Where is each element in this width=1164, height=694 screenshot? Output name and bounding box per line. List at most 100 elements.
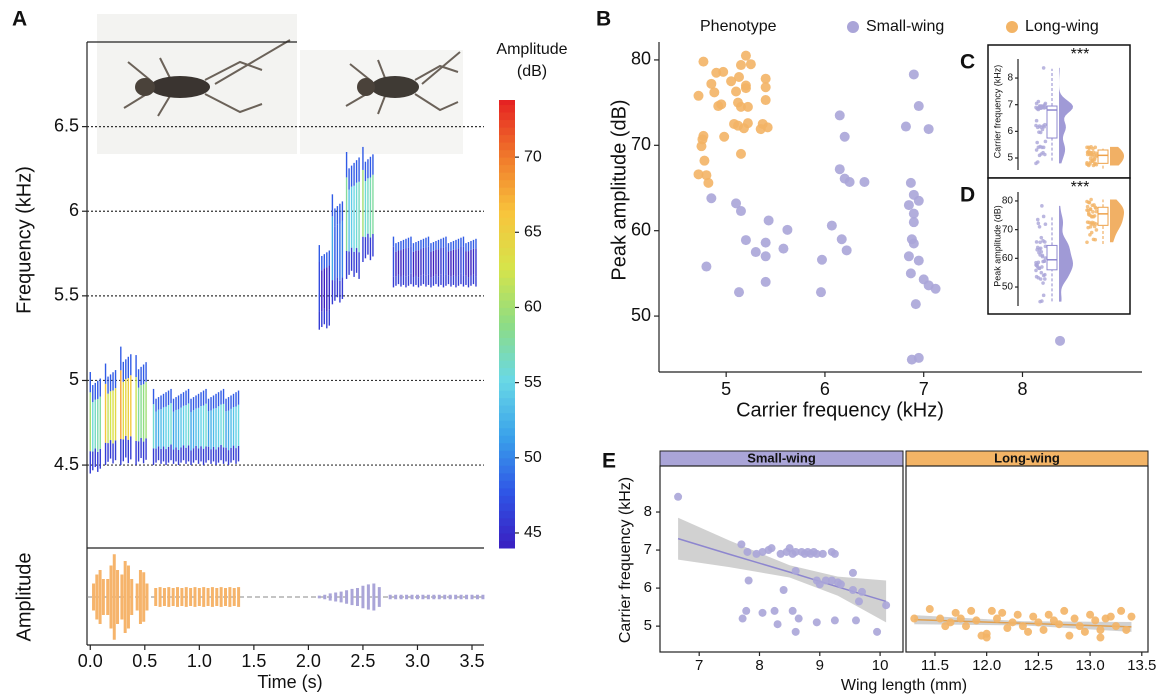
point [1080,627,1089,636]
panel-label: E [602,450,616,473]
point [972,616,981,625]
point [1024,627,1033,636]
jitter-point [1039,235,1044,240]
point [1060,606,1069,615]
point [908,217,919,228]
colorbar-slice [499,337,515,346]
y-tick-label: 70 [631,134,651,154]
point [699,155,710,166]
legend-swatch [1006,21,1018,33]
point [735,206,746,217]
colorbar-slice [499,127,515,136]
panel-label: A [12,8,27,31]
point [848,568,857,577]
x-tick-label: 7 [695,657,703,674]
jitter-point [1043,240,1047,244]
y-axis-label: Carrier frequency (kHz) [992,65,1002,159]
colorbar-slice [499,112,515,121]
point [1013,610,1022,619]
point [913,255,924,266]
x-tick-label: 0.5 [132,651,157,671]
point [993,614,1002,623]
colorbar-slice [499,232,515,241]
jitter-point [1086,212,1091,217]
jitter-point [1043,244,1048,249]
colorbar-slice [499,390,515,399]
point [719,131,730,142]
colorbar-title: Amplitude [496,41,567,58]
point [701,170,712,181]
point [770,606,779,615]
x-axis-label: Carrier frequency (kHz) [736,399,944,421]
point [851,616,860,625]
cricket-legs [123,39,461,117]
jitter-point [1090,214,1095,219]
point [1039,625,1048,634]
point [726,76,737,87]
jitter-point [1043,152,1047,157]
point [987,606,996,615]
x-tick-label: 2.5 [350,651,375,671]
colorbar-slice [499,239,515,248]
y-axis-label: Frequency (kHz) [13,166,35,314]
point [836,234,847,245]
jitter-point [1035,140,1039,145]
point [841,245,852,256]
colorbar-slice [499,397,515,406]
point [908,238,919,249]
syllable [135,355,147,466]
jitter-point [1088,162,1092,166]
point [925,605,934,614]
y-tick-label: 80 [1002,196,1014,207]
jitter-point [1091,210,1095,214]
jitter-point [1093,205,1098,210]
point [903,251,914,262]
point [763,215,774,226]
x-tick-label: 11.5 [921,657,949,674]
y-tick-label: 50 [631,305,651,325]
point [821,576,830,585]
jitter-point [1043,105,1048,110]
colorbar-slice [499,435,515,444]
colorbar-slice [499,495,515,504]
jitter-point [1092,224,1097,229]
cricket-head [135,78,155,96]
point [752,549,761,558]
point [706,193,717,204]
jitter-point [1038,130,1043,135]
point [818,549,827,558]
point [735,101,746,112]
point [740,50,751,61]
syllable [392,236,477,288]
point [776,549,785,558]
point [779,586,788,594]
colorbar-unit: (dB) [517,63,547,80]
colorbar-slice [499,194,515,203]
point [839,131,850,142]
point [956,614,965,623]
colorbar-tick-label: 50 [524,449,542,466]
point [830,616,839,625]
y-tick-label: 80 [631,49,651,69]
colorbar-slice [499,142,515,151]
x-tick-label: 10 [872,657,889,674]
jitter-point [1041,145,1046,150]
syllable [152,388,240,466]
point [827,576,836,585]
annotation: *** [1071,179,1090,196]
colorbar-slice [499,262,515,271]
y-tick-label: 5 [1007,153,1013,164]
colorbar-tick-label: 65 [524,224,542,241]
point [910,614,919,623]
y-tick-label: 50 [1002,282,1014,293]
point [760,251,771,262]
y-tick-label: 70 [1002,224,1014,235]
point [1070,614,1079,623]
point [791,627,800,636]
point [706,78,717,89]
y-axis-label: Amplitude [13,553,35,642]
point [709,87,720,98]
point [941,622,950,631]
colorbar-slice [499,540,515,549]
point [815,580,824,589]
